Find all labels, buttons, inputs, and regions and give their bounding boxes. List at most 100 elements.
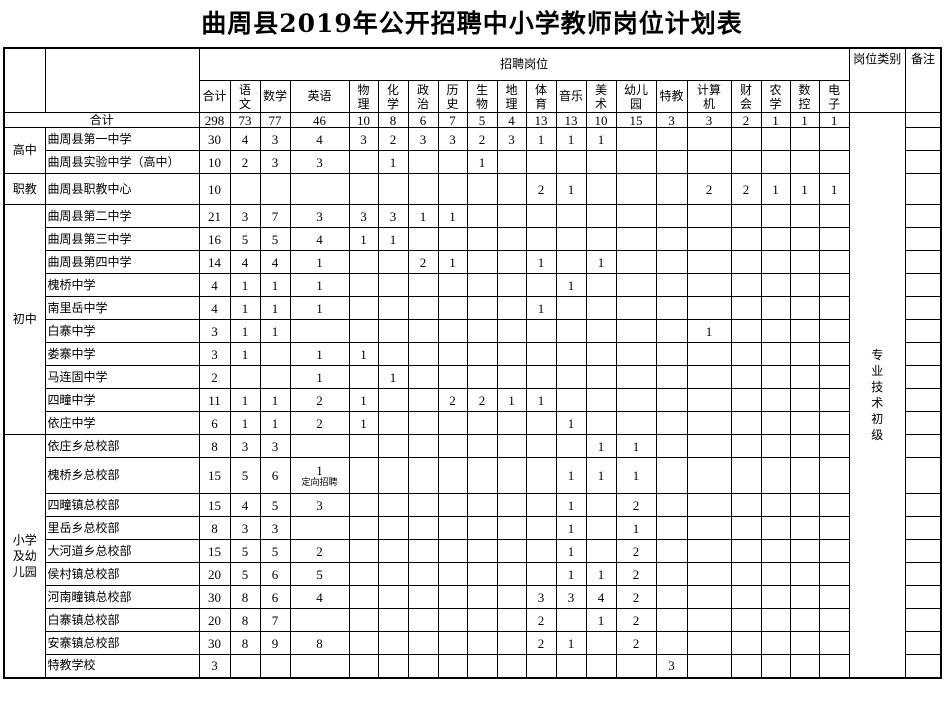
header-recruitment-posts: 招聘岗位 (198, 47, 850, 81)
cell-物理: 3 (348, 127, 379, 151)
table-row: 白寨镇总校部 20 8 7 2 1 2 (4, 608, 942, 632)
cell-化学 (377, 654, 409, 678)
cell-value: 3 (449, 131, 456, 147)
cell-计算机: 2 (686, 173, 732, 205)
cell-生物 (466, 654, 498, 678)
cell-财会 (730, 150, 762, 174)
cell-体育 (525, 516, 557, 540)
cell-政治 (407, 342, 439, 366)
table-row: 马连固中学 2 1 1 (4, 365, 942, 389)
total-value: 4 (496, 112, 527, 128)
cell-农学 (760, 273, 791, 297)
cell-历史 (437, 562, 468, 586)
cell-value: 6 (271, 566, 279, 582)
cell-历史 (437, 434, 468, 458)
cell-value: 1 (632, 468, 640, 483)
cell-合计: 2 (198, 365, 231, 389)
remarks-cell (904, 585, 942, 609)
header-subject-4: 物理 (348, 80, 379, 113)
cell-英语: 3 (289, 204, 350, 228)
cell-幼儿园: 2 (615, 608, 657, 632)
cell-农学 (760, 539, 791, 563)
remarks-cell (904, 434, 942, 458)
cell-数控 (789, 457, 820, 494)
cell-数学: 5 (259, 493, 291, 517)
cell-value: 14 (208, 254, 221, 270)
cell-美术 (585, 227, 617, 251)
cell-value: 2 (211, 369, 218, 385)
cell-特教 (655, 562, 688, 586)
cell-电子 (818, 388, 850, 412)
total-value: 10 (348, 112, 379, 128)
cell-音乐: 1 (555, 273, 587, 297)
header-category-cell (3, 47, 46, 113)
cell-语文: 3 (229, 434, 261, 458)
cell-value: 1 (241, 300, 249, 316)
cell-政治 (407, 434, 439, 458)
cell-美术 (585, 296, 617, 320)
cell-value: 1 (241, 346, 249, 362)
cell-合计: 30 (198, 585, 231, 609)
cell-value: 1 (567, 497, 575, 513)
remarks-cell (904, 319, 942, 343)
cell-合计: 15 (198, 493, 231, 517)
cell-体育: 1 (525, 296, 557, 320)
cell-财会 (730, 227, 762, 251)
cell-英语: 1 (289, 273, 350, 297)
cell-特教 (655, 127, 688, 151)
cell-生物 (466, 173, 498, 205)
cell-历史 (437, 608, 468, 632)
cell-合计: 6 (198, 411, 231, 435)
cell-农学 (760, 493, 791, 517)
school-name: 里岳乡总校部 (44, 516, 200, 540)
cell-value: 1 (537, 254, 545, 270)
table-row: 曲周县实验中学（高中） 10 2 3 3 1 1 (4, 150, 942, 174)
cell-化学 (377, 250, 409, 274)
cell-英语: 3 (289, 493, 350, 517)
cell-化学 (377, 273, 409, 297)
cell-农学 (760, 457, 791, 494)
cell-语文: 1 (229, 342, 261, 366)
cell-农学 (760, 631, 791, 655)
cell-电子 (818, 319, 850, 343)
cell-计算机 (686, 654, 732, 678)
cell-电子 (818, 150, 850, 174)
cell-体育: 1 (525, 388, 557, 412)
cell-音乐 (555, 434, 587, 458)
cell-数控 (789, 411, 820, 435)
cell-生物 (466, 227, 498, 251)
cell-化学: 1 (377, 227, 409, 251)
remarks-cell (904, 342, 942, 366)
remarks-cell (904, 388, 942, 412)
header-subject-9: 地理 (496, 80, 527, 113)
cell-value: 2 (742, 181, 750, 197)
cell-英语: 2 (289, 388, 350, 412)
cell-计算机 (686, 296, 732, 320)
cell-物理 (348, 539, 379, 563)
cell-合计: 3 (198, 654, 231, 678)
school-name: 曲周县实验中学（高中） (44, 150, 200, 174)
cell-政治 (407, 296, 439, 320)
cell-地理 (496, 204, 527, 228)
cell-美术 (585, 342, 617, 366)
cell-化学 (377, 493, 409, 517)
header-row-subjects: 合计 语文 数学 英语 物理 化学 政治 历史 生物 地理 体育 音乐 美术 幼儿园 特教 计算机 财会 农学 数控… (4, 80, 941, 113)
cell-体育 (525, 227, 557, 251)
cell-音乐: 1 (555, 173, 587, 205)
cell-幼儿园 (615, 388, 657, 412)
cell-化学 (377, 562, 409, 586)
cell-地理 (496, 608, 527, 632)
cell-value: 1 (597, 468, 605, 483)
cell-体育 (525, 539, 557, 563)
cell-政治 (407, 585, 439, 609)
cell-value: 1 (271, 415, 279, 431)
cell-value: 1 (772, 181, 779, 197)
cell-农学 (760, 319, 791, 343)
cell-农学 (760, 585, 791, 609)
cell-电子 (818, 608, 850, 632)
table-row: 白寨中学 3 1 1 1 (4, 319, 942, 343)
cell-特教 (655, 273, 688, 297)
cell-value: 2 (632, 612, 640, 628)
cell-地理 (496, 654, 527, 678)
cell-value: 10 (208, 154, 221, 170)
